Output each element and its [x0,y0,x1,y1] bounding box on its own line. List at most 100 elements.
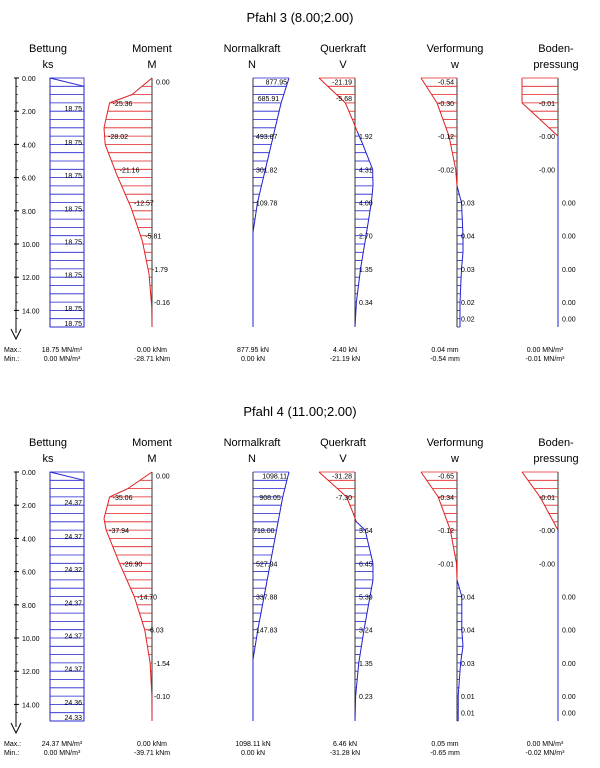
querkraft-value-label: 4.31 [359,167,373,174]
verformung-value-label: -0.12 [438,134,454,141]
column-header-unit: N [248,59,256,71]
pile-panel-2: Pfahl 4 (11.00;2.00) Bettung ks Moment M Norm… [4,404,579,757]
bodenpressung-value-label: -0.00 [539,561,555,568]
querkraft-curve-segment [364,529,374,564]
moment-curve-segment [131,77,153,95]
column-header: Bettung [29,43,67,55]
moment-curve-segment [148,273,153,308]
normalkraft-curve-segment [263,563,271,597]
moment-value-label: -35.06 [113,495,133,502]
verformung-value-label: -0.02 [438,167,454,174]
verformung-value-label: -0.54 [438,79,454,86]
querkraft-value-label: 1.92 [359,134,373,141]
bettung-value-label: 24.37 [64,600,82,607]
verformung-curve-segment [436,102,450,137]
column-header: Boden- [538,43,574,55]
column-header-unit: pressung [533,59,578,71]
depth-tick-label: 10.00 [22,636,40,643]
querkraft-min-value: -21.19 kN [330,356,360,363]
bodenpressung-value-label: 0.00 [562,300,576,307]
querkraft-value-label: 1.35 [359,661,373,668]
querkraft-max-value: 4.40 kN [333,347,357,354]
normalkraft-curve-segment [264,135,274,170]
normalkraft-value-label: 493.87 [256,134,278,141]
moment-curve-segment [149,662,153,697]
moment-value-label: 0.00 [156,473,170,480]
querkraft-min-value: -31.28 kN [330,750,360,757]
moment-min-value: -39.71 kNm [134,750,170,757]
column-header-unit: V [339,59,347,71]
bettung-max-value: 24.37 MN/m³ [42,741,83,748]
column-header: Moment [132,43,172,55]
moment-value-label: -14.70 [137,595,157,602]
moment-curve-segment [130,207,143,241]
moment-value-label: -0.16 [154,300,170,307]
bodenpressung-value-label: 0.00 [562,201,576,208]
bettung-value-label: 18.75 [64,140,82,147]
column-header: Normalkraft [224,43,281,55]
normalkraft-value-label: 527.94 [256,561,278,568]
moment-curve-segment [103,496,111,519]
column-header: Boden- [538,437,574,449]
verformung-curve-segment [455,169,458,186]
verformung-value-label: 0.01 [461,694,475,701]
column-header-unit: w [450,59,459,71]
verformung-value-label: 0.02 [461,300,475,307]
bettung-value-label: 24.37 [64,534,82,541]
normalkraft-curve-segment [280,77,290,104]
bodenpressung-max-value: 0.00 MN/m³ [527,347,564,354]
bettung-value-label: 18.75 [64,206,82,213]
moment-curve-segment [127,471,153,490]
normalkraft-value-label: 147.83 [256,628,278,635]
querkraft-curve-segment [355,268,362,303]
querkraft-value-label: 6.45 [359,561,373,568]
bettung-min-value: 0.00 MN/m³ [44,356,81,363]
querkraft-curve-segment [365,202,372,236]
verformung-value-label: -0.34 [438,495,454,502]
normalkraft-value-label: 685.91 [258,96,280,103]
bettung-curve-segment [49,471,85,481]
depth-tick-label: 0.00 [22,76,36,83]
depth-axis-arrow-icon [10,328,22,341]
depth-tick-label: 14.00 [22,308,40,315]
bodenpressung-value-label: 0.00 [562,317,576,324]
verformung-curve-segment [456,579,463,597]
moment-value-label: -0.10 [154,694,170,701]
normalkraft-value-label: 1098.11 [262,473,287,480]
depth-tick-label: 14.00 [22,702,40,709]
depth-tick-label: 6.00 [22,176,36,183]
bettung-value-label: 24.37 [64,500,82,507]
moment-value-label: -21.16 [120,167,140,174]
bodenpressung-value-label: 0.00 [562,711,576,718]
bodenpressung-min-value: -0.01 MN/m³ [526,356,566,363]
verformung-value-label: 0.02 [461,317,475,324]
verformung-value-label: -0.65 [438,473,454,480]
moment-min-value: -28.71 kNm [134,356,170,363]
normalkraft-value-label: 337.88 [256,595,278,602]
querkraft-curve-segment [318,77,346,104]
bodenpressung-value-label: -0.01 [539,101,555,108]
querkraft-curve-segment [354,696,357,722]
querkraft-curve-segment [360,235,367,269]
bodenpressung-value-label: -0.01 [539,495,555,502]
normalkraft-value-label: 301.82 [256,167,278,174]
querkraft-curve-segment [352,513,357,522]
normalkraft-curve-segment [257,169,266,203]
normalkraft-min-value: 0.00 kN [241,750,265,757]
querkraft-curve-segment [369,579,374,597]
bettung-frame [49,471,85,722]
verformung-curve-segment [461,629,464,647]
verformung-min-value: -0.54 mm [430,356,460,363]
normalkraft-max-value: 1098.11 kN [235,741,270,748]
max-row-label: Max.: [4,741,21,748]
bettung-value-label: 18.75 [64,106,82,113]
depth-tick-label: 8.00 [22,209,36,216]
depth-tick-label: 10.00 [22,242,40,249]
bodenpressung-value-label: 0.00 [562,267,576,274]
moment-value-label: -1.54 [154,661,170,668]
verformung-value-label: -0.12 [438,528,454,535]
bodenpressung-max-value: 0.00 MN/m³ [527,741,564,748]
depth-tick-label: 12.00 [22,669,40,676]
verformung-value-label: 0.03 [461,201,475,208]
verformung-min-value: -0.65 mm [430,750,460,757]
